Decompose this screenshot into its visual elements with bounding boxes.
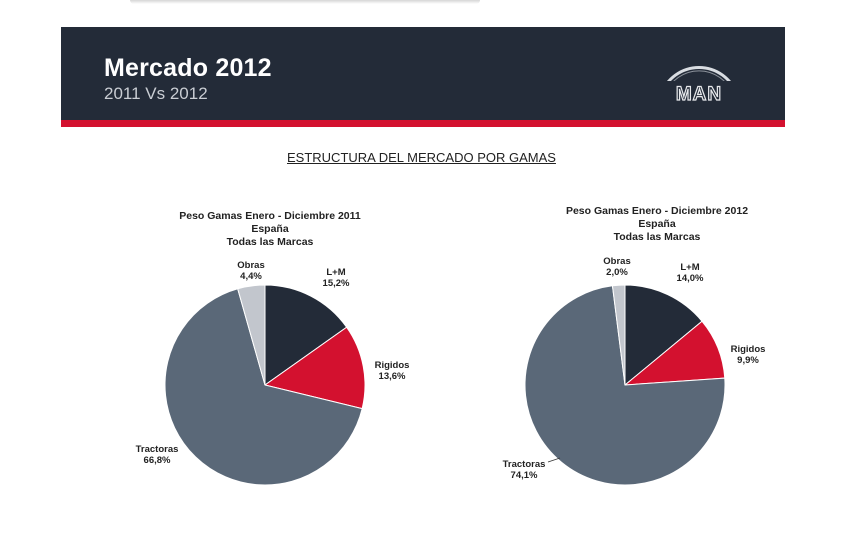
chart-2-slice-tractoras	[524, 285, 726, 486]
chart-1-label-rigidos: Rigidos 13,6%	[375, 360, 410, 382]
chart-2-label-tractoras: Tractoras 74,1%	[503, 459, 546, 481]
chart-1-slice-obras	[237, 284, 266, 386]
chart-2-title-line: Peso Gamas Enero - Diciembre 2012	[565, 205, 749, 217]
chart-2-slice-obras	[611, 284, 626, 386]
chart-1-title-line: Peso Gamas Enero - Diciembre 2011	[179, 210, 361, 222]
chart-1-title-line: Todas las Marcas	[226, 236, 314, 248]
chart-2-title-line: Todas las Marcas	[613, 231, 701, 243]
chart-2-title: Peso Gamas Enero - Diciembre 2012 España…	[557, 205, 757, 244]
chart-2-label-obras: Obras 2,0%	[603, 256, 630, 278]
chart-1-title-line: España	[251, 223, 289, 235]
page-title: Mercado 2012	[104, 54, 272, 82]
chart-2-label-lm: L+M 14,0%	[677, 262, 704, 284]
chart-1-label-tractoras: Tractoras 66,8%	[136, 444, 179, 466]
header-accent-stripe	[61, 120, 785, 127]
man-logo: MAN	[657, 65, 741, 103]
chart-2-slice-lm	[624, 284, 703, 387]
chart-1-label-lm: L+M 15,2%	[323, 267, 350, 289]
top-shadow	[130, 0, 480, 4]
section-title: ESTRUCTURA DEL MERCADO POR GAMAS	[287, 150, 556, 165]
chart-2-label-rigidos: Rigidos 9,9%	[731, 344, 766, 366]
chart-1-slice-lm	[264, 284, 348, 386]
chart-1-title: Peso Gamas Enero - Diciembre 2011 España…	[170, 210, 370, 249]
chart-1-slice-tractoras	[164, 288, 363, 486]
header-banner: Mercado 2012 2011 Vs 2012 MAN	[61, 27, 785, 120]
chart-2-leader-line	[547, 457, 561, 463]
chart-1-label-obras: Obras 4,4%	[237, 260, 264, 282]
chart-2-title-line: España	[638, 218, 676, 230]
chart-1-slice-rigidos	[263, 326, 366, 410]
page-subtitle: 2011 Vs 2012	[104, 84, 208, 103]
svg-text:MAN: MAN	[676, 84, 722, 103]
